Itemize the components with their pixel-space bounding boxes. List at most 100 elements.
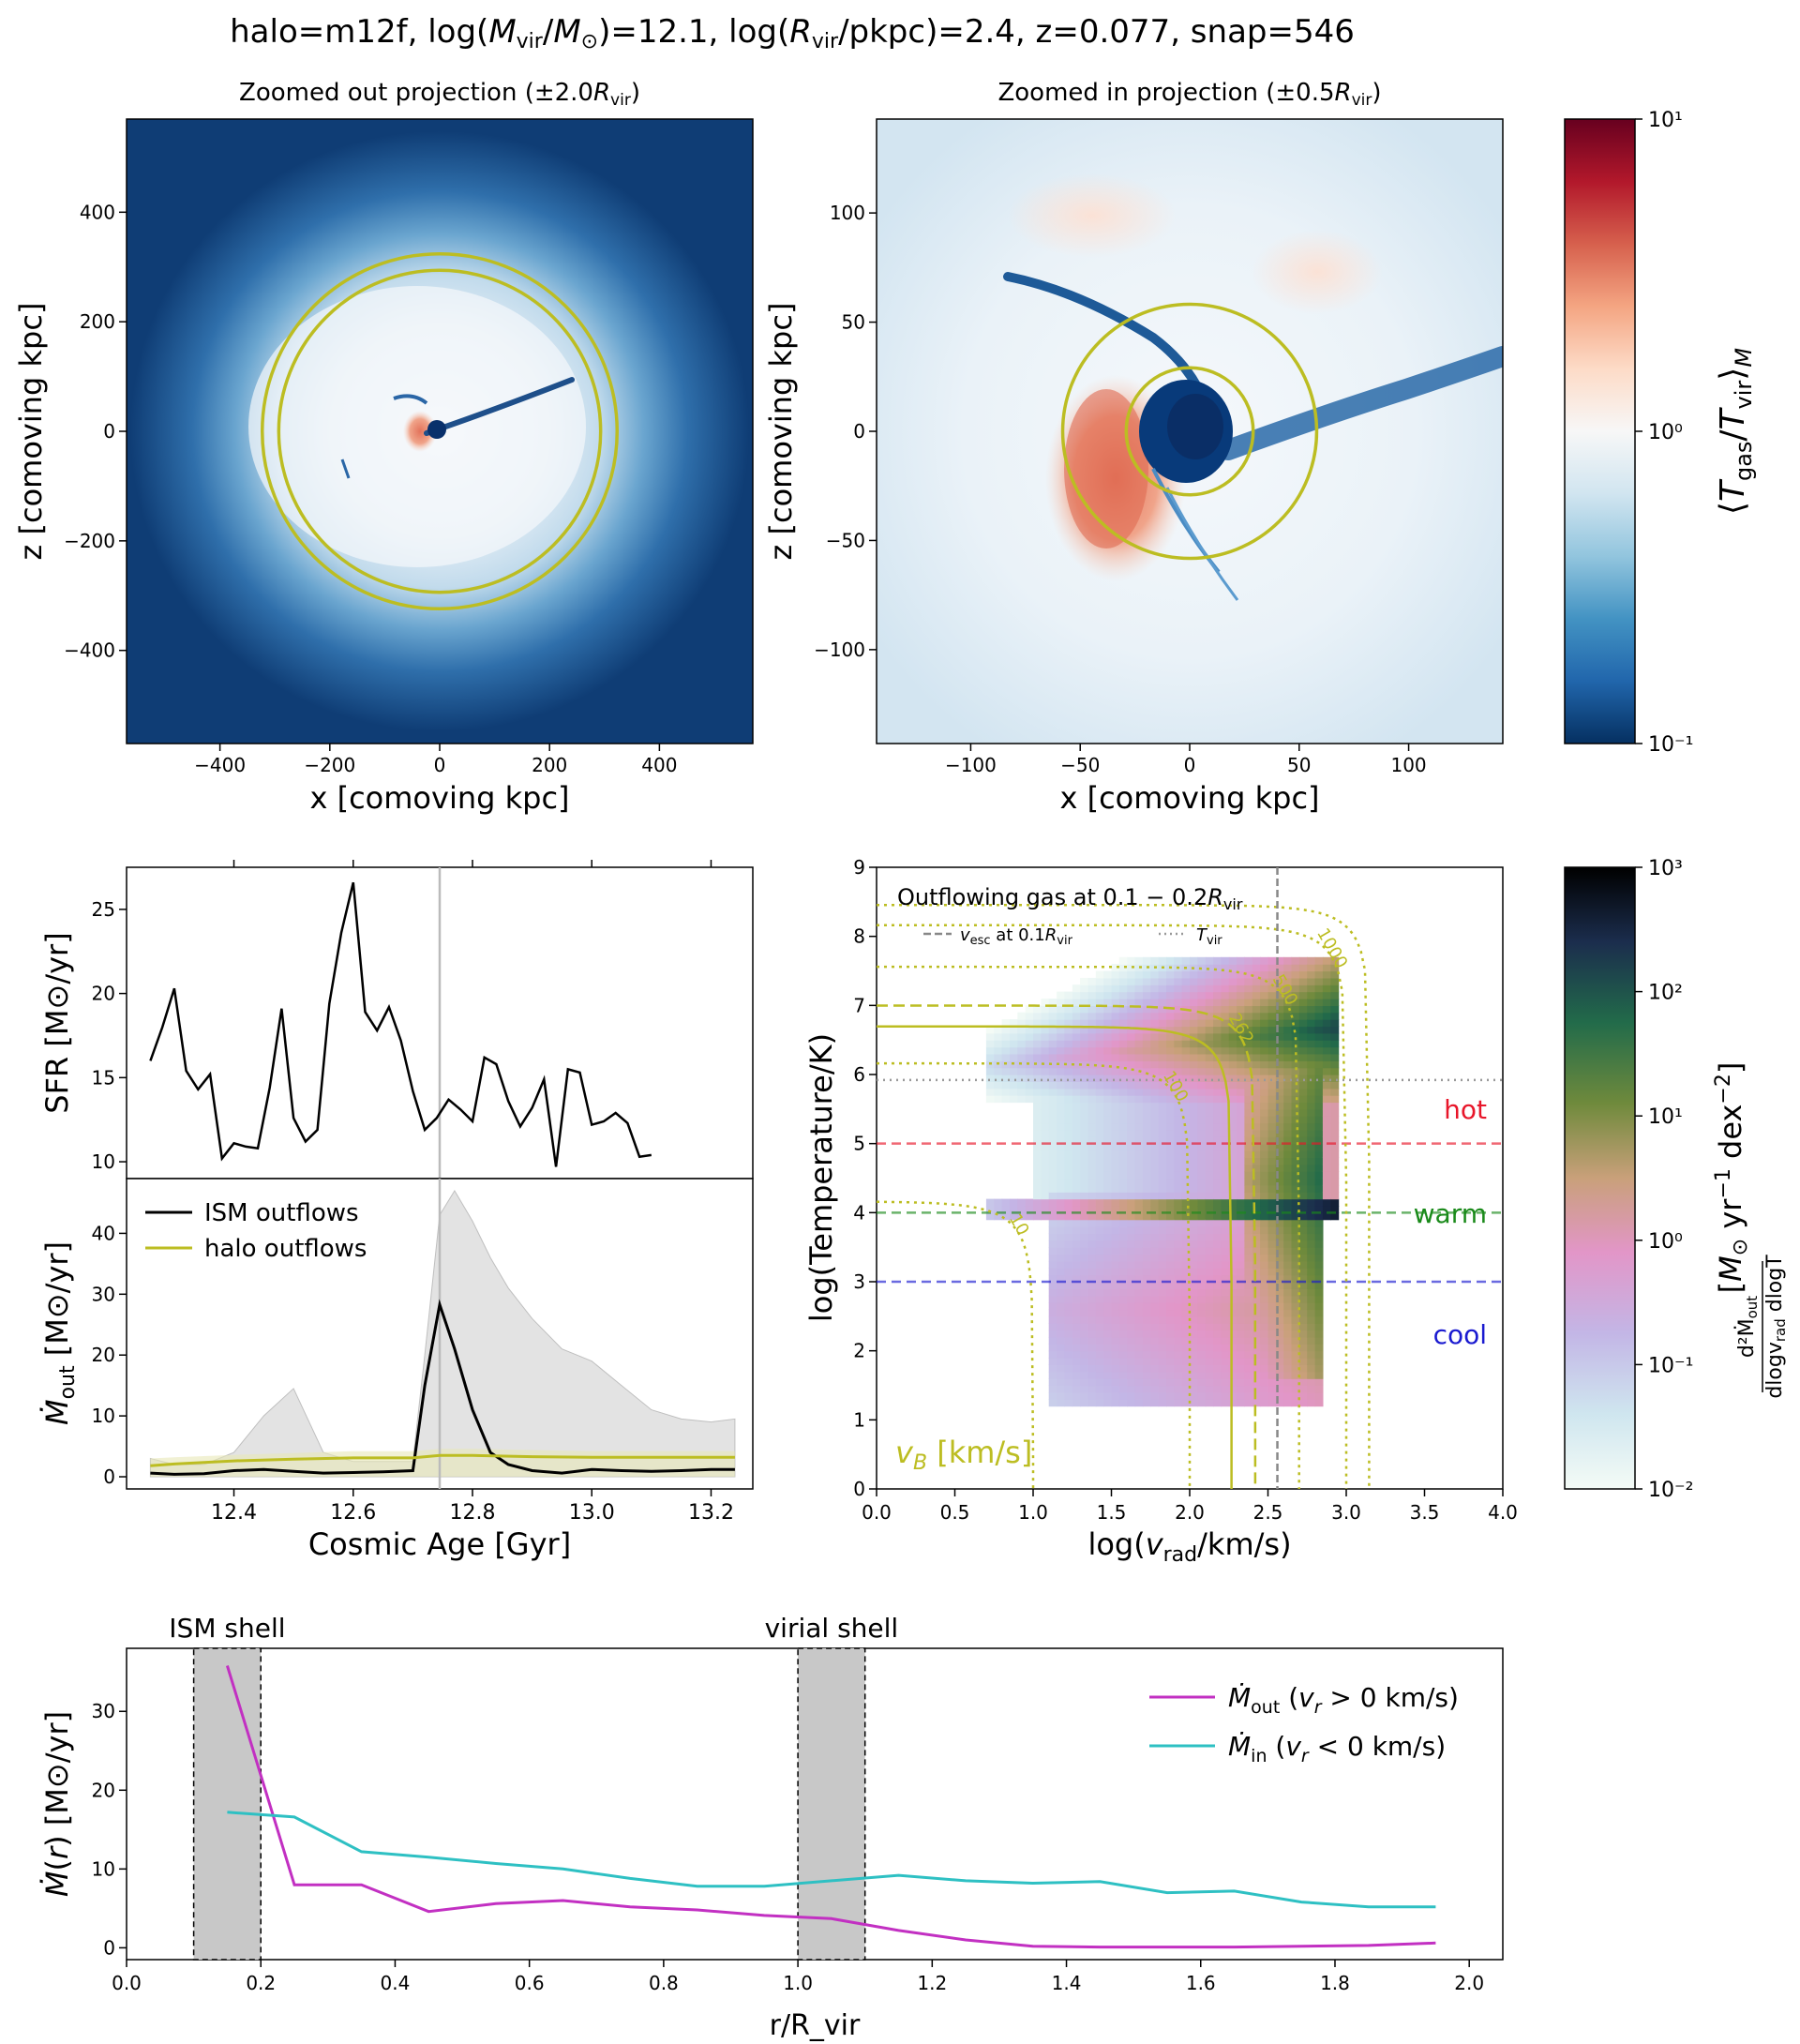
- phase-bin: [1103, 1032, 1113, 1041]
- phase-bin: [1095, 1364, 1104, 1373]
- phase-bin: [1291, 1178, 1300, 1186]
- phase-bin: [1213, 1026, 1222, 1034]
- phase-bin: [1080, 1046, 1088, 1055]
- phase-bin: [1322, 956, 1331, 965]
- phase-bin: [1268, 1019, 1277, 1028]
- phase-bin: [1190, 1075, 1198, 1082]
- bernoulli-contour-5: [877, 1025, 1233, 1489]
- phase-bin: [1166, 1019, 1175, 1028]
- phase-bin: [1064, 1060, 1073, 1069]
- phase-bin: [1150, 1309, 1160, 1317]
- phase-bin: [1134, 1295, 1144, 1303]
- phase-bin: [1174, 1046, 1183, 1055]
- x-tick-label: 400: [641, 754, 677, 776]
- phase-bin: [1275, 1143, 1284, 1151]
- phase-bin: [1244, 1040, 1253, 1048]
- phase-bin: [1072, 1102, 1081, 1110]
- phase-bin: [1322, 1116, 1331, 1124]
- phase-bin: [1111, 1040, 1120, 1048]
- colorbar-tick-label: 10²: [1648, 982, 1683, 1005]
- phase-bin: [1291, 1358, 1300, 1365]
- phase-bin: [1111, 1108, 1120, 1117]
- phase-bin: [1260, 1358, 1268, 1365]
- phase-bin: [1221, 1212, 1230, 1221]
- phase-bin: [1244, 1254, 1253, 1262]
- phase-bin: [1150, 1116, 1160, 1124]
- phase-bin: [1057, 1178, 1065, 1186]
- phase-bin: [1291, 1136, 1300, 1145]
- phase-bin: [1080, 1330, 1088, 1338]
- phase-bin: [1260, 1081, 1268, 1090]
- phase-bin: [1142, 1350, 1151, 1359]
- phase-bin: [1072, 1260, 1081, 1269]
- phase-bin: [1080, 1260, 1088, 1269]
- phase-bin: [1158, 1075, 1167, 1082]
- phase-bin: [1134, 1358, 1144, 1365]
- phase-bin: [1268, 1108, 1277, 1117]
- phase-bin: [1057, 1198, 1065, 1207]
- phase-bin: [1283, 1102, 1293, 1110]
- phase-bin: [1190, 1364, 1198, 1373]
- phase-bin: [1298, 1053, 1308, 1061]
- phase-bin: [1275, 1171, 1284, 1180]
- phase-bin: [1330, 1088, 1340, 1096]
- phase-bin: [1190, 1371, 1198, 1379]
- phase-bin: [1174, 1143, 1183, 1151]
- phase-bin: [1197, 1095, 1207, 1104]
- phase-bin: [1111, 1268, 1120, 1276]
- x-tick-label: 1.0: [783, 1972, 813, 1994]
- phase-bin: [1118, 1240, 1128, 1248]
- phase-bin: [1017, 1053, 1027, 1061]
- phase-bin: [1095, 1268, 1104, 1276]
- phase-bin: [1111, 1102, 1120, 1110]
- phase-bin: [1142, 977, 1151, 985]
- phase-bin: [1330, 1192, 1340, 1200]
- phase-bin: [1228, 964, 1238, 972]
- phase-bin: [1228, 1026, 1238, 1034]
- phase-bin: [1197, 1116, 1207, 1124]
- phase-bin: [1298, 1060, 1308, 1069]
- phase-bin: [1237, 964, 1245, 972]
- phase-bin: [1291, 1012, 1300, 1020]
- phase-bin: [1181, 984, 1191, 993]
- phase-bin: [1041, 1075, 1050, 1082]
- phase-bin: [1142, 1198, 1151, 1207]
- phase-bin: [1275, 1122, 1284, 1131]
- phase-bin: [1033, 1046, 1042, 1055]
- phase-bin: [1174, 1192, 1183, 1200]
- phase-bin: [1134, 1371, 1144, 1379]
- phase-bin: [1330, 1157, 1340, 1165]
- phase-bin: [1001, 1206, 1011, 1213]
- phase-bin: [1057, 1282, 1065, 1289]
- phase-bin: [1307, 1088, 1316, 1096]
- phase-bin: [1088, 1040, 1097, 1048]
- phase-bin: [1244, 1075, 1253, 1082]
- phase-bin: [1064, 1032, 1073, 1041]
- phase-bin: [1174, 1385, 1183, 1393]
- phase-bin: [1205, 1260, 1214, 1269]
- phase-bin: [1181, 1116, 1191, 1124]
- phase-bin: [1228, 999, 1238, 1006]
- phase-bin: [1213, 1108, 1222, 1117]
- phase-bin: [1033, 1150, 1042, 1158]
- phase-bin: [1057, 1323, 1065, 1331]
- phase-bin: [1048, 1206, 1058, 1213]
- phase-bin: [1181, 1212, 1191, 1221]
- phase-bin: [1252, 1012, 1261, 1020]
- phase-bin: [1010, 1032, 1018, 1041]
- phase-bin: [1252, 1136, 1261, 1145]
- phase-bin: [1307, 1315, 1316, 1324]
- phase-bin: [1064, 1067, 1073, 1075]
- phase-bin: [1134, 1198, 1144, 1207]
- phase-bin: [1330, 1206, 1340, 1213]
- phase-bin: [1283, 984, 1293, 993]
- phase-bin: [1142, 1184, 1151, 1193]
- phase-bin: [1064, 1330, 1073, 1338]
- phase-bin: [1252, 991, 1261, 999]
- phase-bin: [1080, 1178, 1088, 1186]
- phase-bin: [1221, 977, 1230, 985]
- phase-bin: [1142, 1040, 1151, 1048]
- phase-bin: [1118, 1274, 1128, 1283]
- x-tick-label: 1.0: [1018, 1501, 1048, 1524]
- phase-bin: [1134, 1233, 1144, 1241]
